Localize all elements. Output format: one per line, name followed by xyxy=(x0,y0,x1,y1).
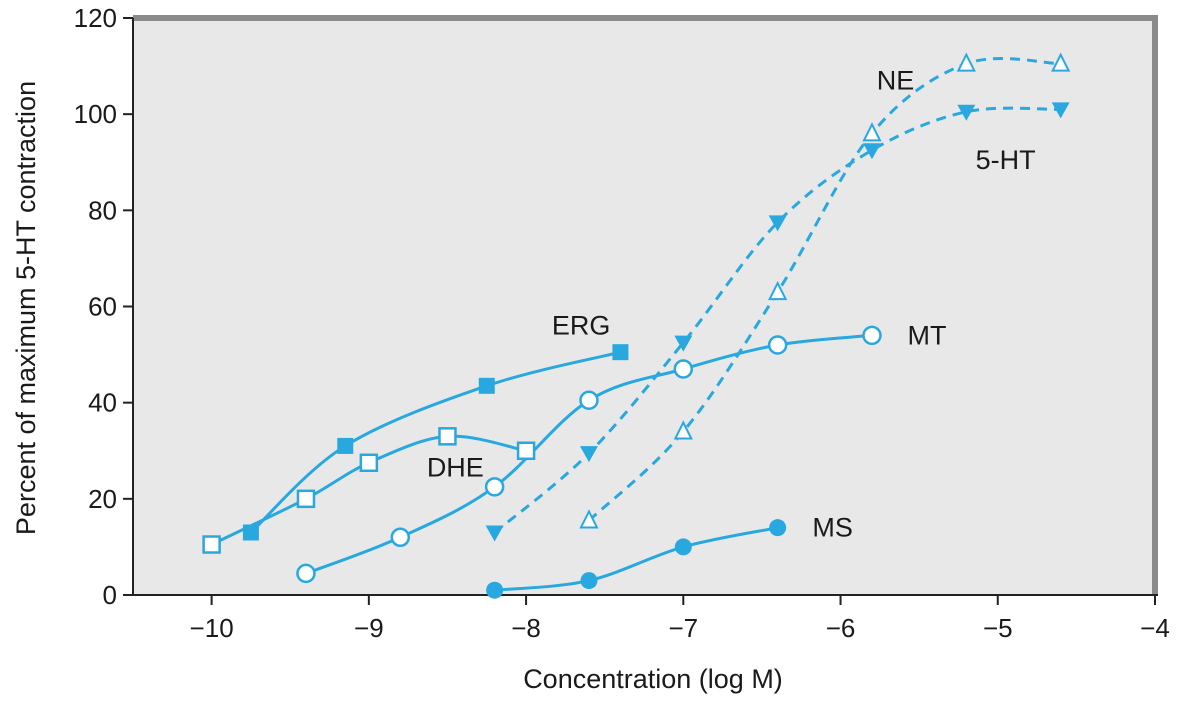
x-axis-title: Concentration (log M) xyxy=(523,664,783,694)
data-point-ms xyxy=(769,519,787,537)
x-tick-label: −6 xyxy=(826,613,856,643)
data-point-dhe xyxy=(359,453,379,473)
y-axis: 0 20 40 60 80 100 120 xyxy=(74,3,133,610)
series-line-ms xyxy=(494,526,778,592)
series-labels: ERG DHE MT MS 5-HT NE xyxy=(427,66,1036,543)
y-tick-label: 80 xyxy=(88,195,117,225)
series-label-5-ht: 5-HT xyxy=(976,145,1036,175)
data-point-5-ht xyxy=(1051,102,1070,119)
series-label-dhe: DHE xyxy=(427,453,484,483)
series-label-erg: ERG xyxy=(552,311,611,341)
y-tick-label: 0 xyxy=(103,580,117,610)
data-point-mt xyxy=(673,359,694,379)
data-point-ne xyxy=(862,122,882,142)
x-tick-label: −9 xyxy=(354,613,384,643)
data-point-erg xyxy=(242,524,259,541)
x-tick-label: −10 xyxy=(190,613,234,643)
x-tick-label: −7 xyxy=(668,613,698,643)
data-point-mt xyxy=(579,390,599,411)
data-point-5-ht xyxy=(768,215,787,232)
data-point-ne xyxy=(579,509,599,529)
data-point-5-ht xyxy=(862,143,881,160)
y-tick-label: 40 xyxy=(88,388,117,418)
data-point-mt xyxy=(767,335,788,355)
data-point-dhe xyxy=(296,489,316,509)
y-tick-label: 120 xyxy=(74,3,117,33)
data-point-5-ht xyxy=(579,446,598,463)
series-label-ne: NE xyxy=(877,66,915,96)
data-point-ms xyxy=(486,581,504,599)
data-point-5-ht xyxy=(957,104,976,121)
data-point-ne xyxy=(768,280,788,301)
series-label-ms: MS xyxy=(812,513,853,543)
data-point-erg xyxy=(337,437,354,454)
data-point-ms xyxy=(580,572,598,590)
data-point-mt xyxy=(862,325,882,346)
data-point-erg xyxy=(478,377,495,394)
data-point-mt xyxy=(484,477,505,497)
data-point-ne xyxy=(1051,52,1071,72)
x-tick-label: −5 xyxy=(983,613,1013,643)
data-point-dhe xyxy=(438,427,457,446)
data-point-erg xyxy=(612,344,629,361)
data-point-dhe xyxy=(516,441,536,460)
series-label-mt: MT xyxy=(908,320,947,350)
x-tick-label: −8 xyxy=(511,613,541,643)
data-point-mt xyxy=(390,527,411,548)
data-point-ne xyxy=(956,52,976,72)
y-axis-title: Percent of maximum 5-HT contraction xyxy=(11,81,41,535)
data-point-ne xyxy=(673,420,693,440)
x-axis: −10 −9 −8 −7 −6 −5 −4 xyxy=(190,595,1170,643)
data-point-5-ht xyxy=(485,525,504,542)
data-point-mt xyxy=(296,563,316,584)
x-tick-label: −4 xyxy=(1140,613,1170,643)
y-tick-label: 100 xyxy=(74,99,117,129)
series-line-erg xyxy=(249,350,621,534)
data-point-5-ht xyxy=(674,335,693,352)
y-tick-label: 60 xyxy=(88,292,117,322)
y-tick-label: 20 xyxy=(88,484,117,514)
data-point-dhe xyxy=(202,535,221,554)
data-point-ms xyxy=(674,538,692,556)
series-markers xyxy=(202,52,1071,599)
